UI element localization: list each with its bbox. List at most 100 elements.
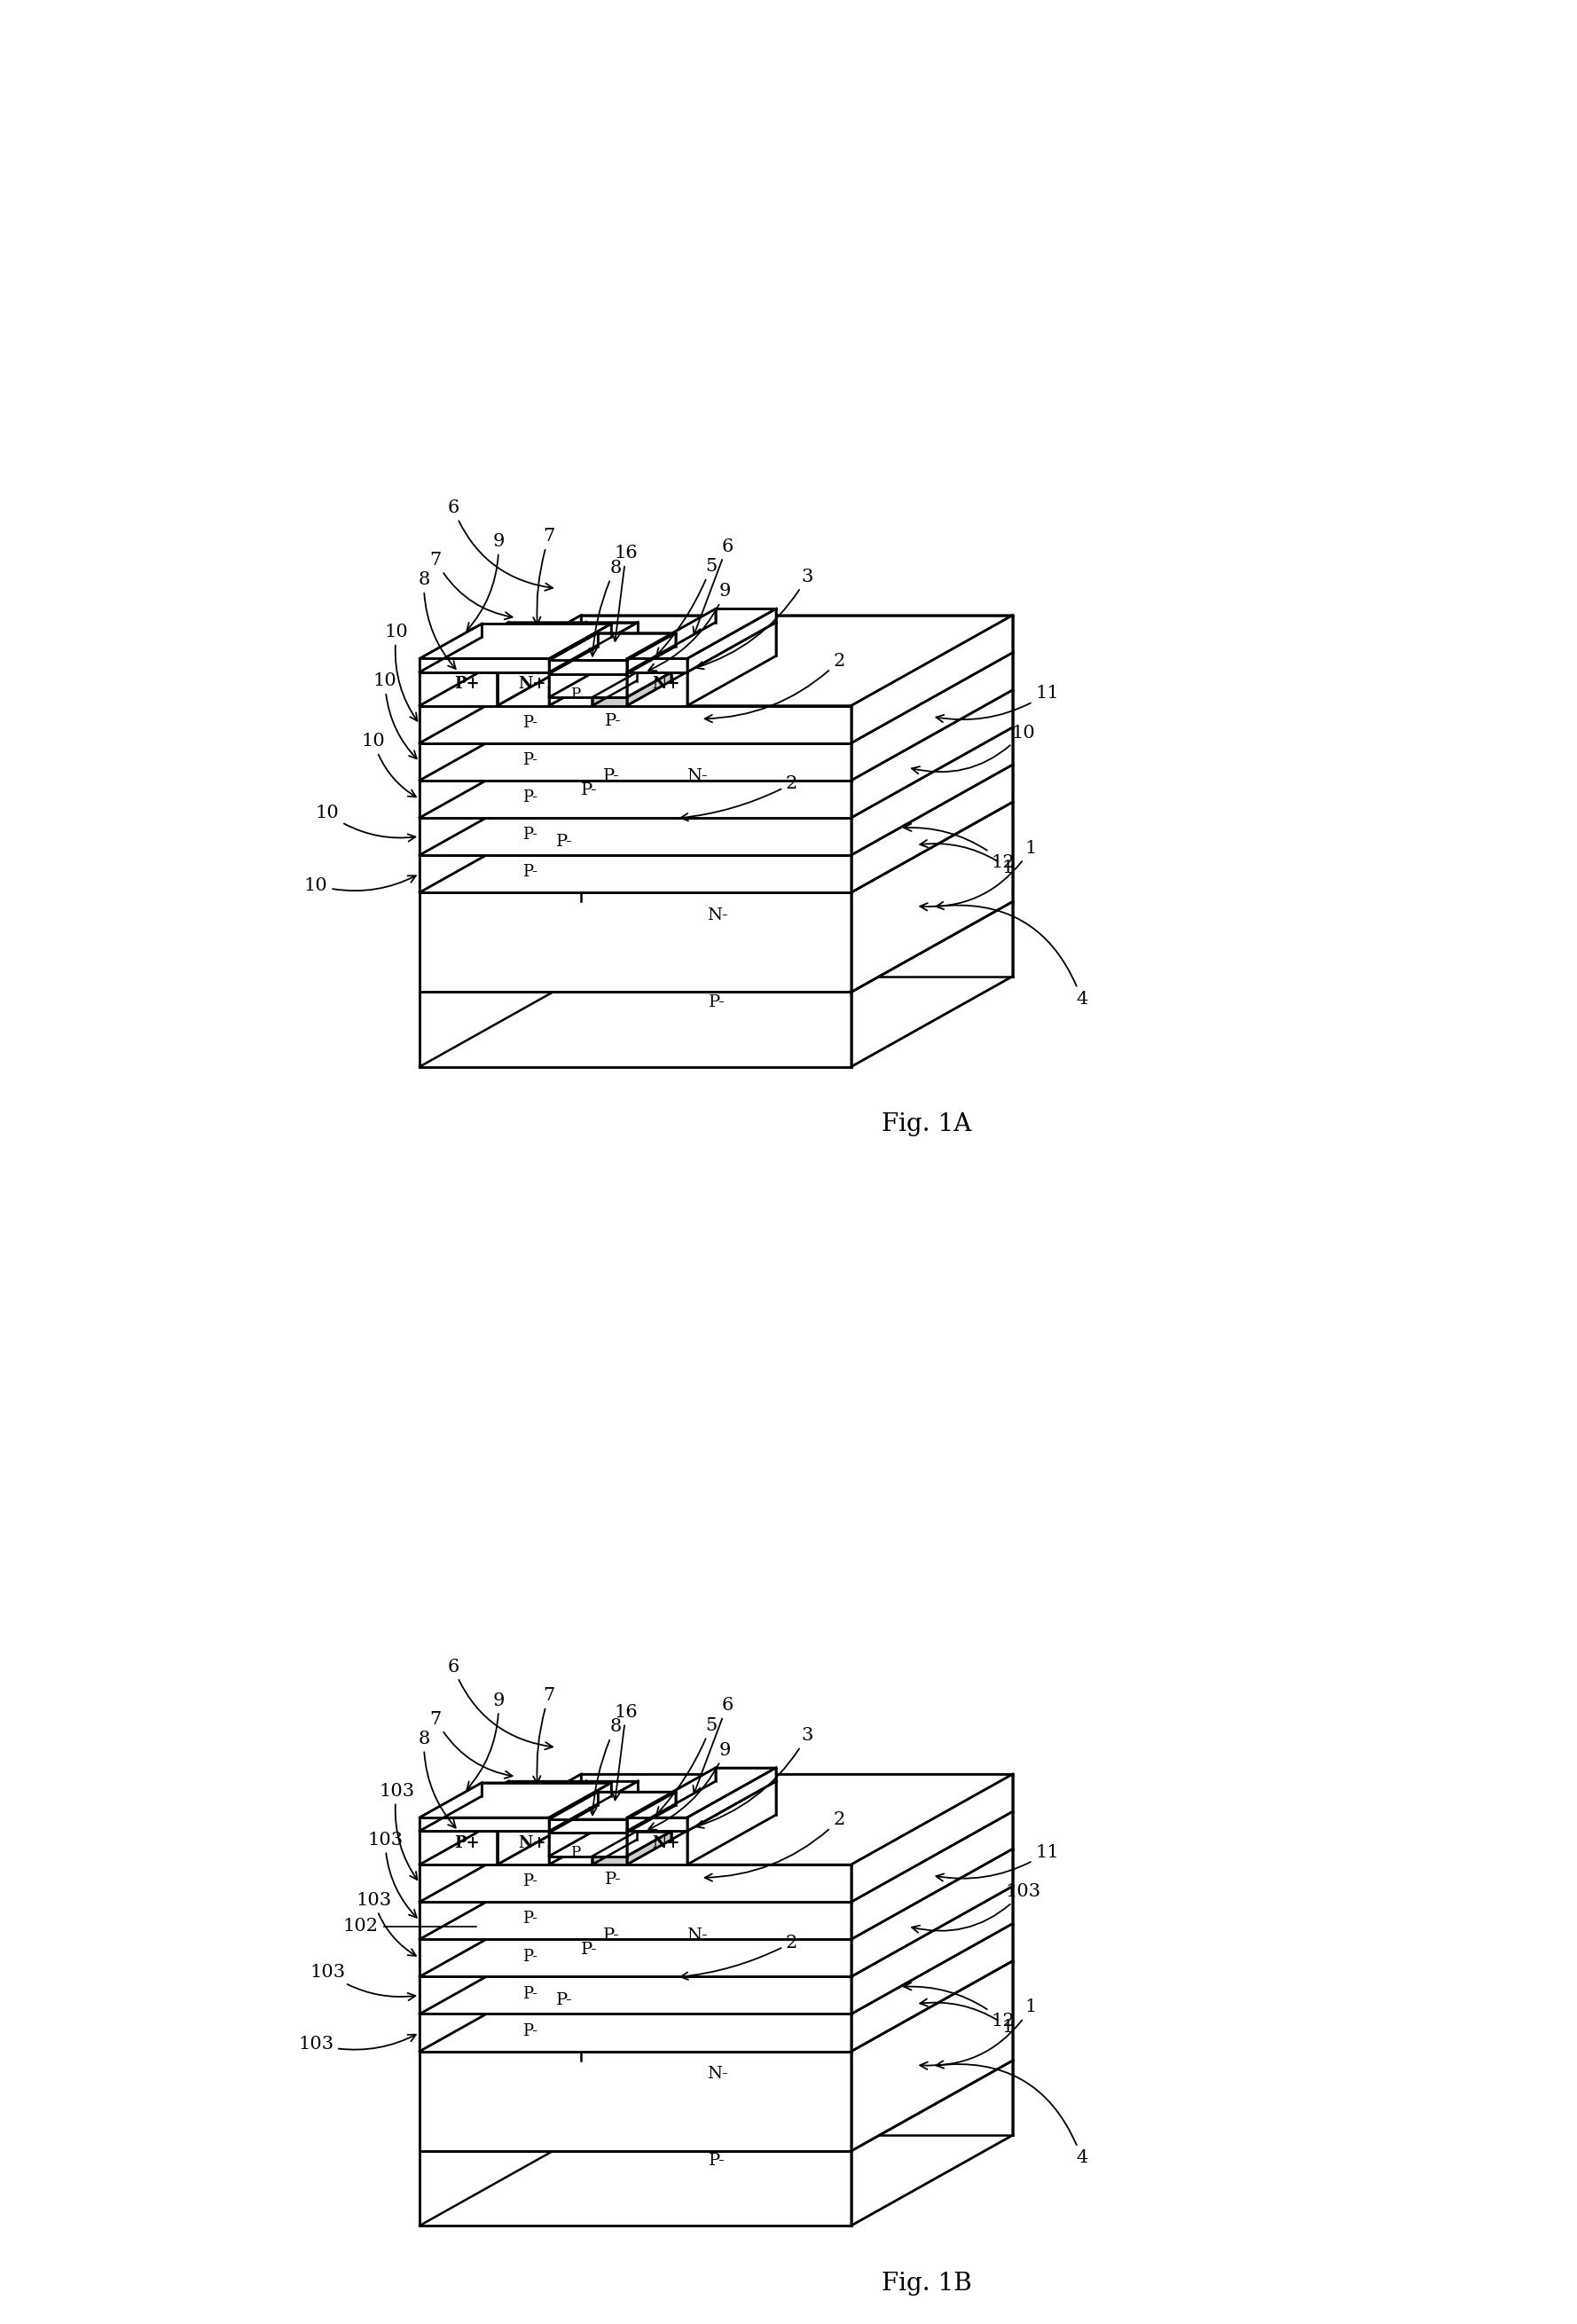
Text: 5: 5: [656, 1717, 718, 1815]
Text: 7: 7: [431, 1710, 513, 1778]
Polygon shape: [852, 1773, 1012, 1901]
Polygon shape: [852, 1850, 1012, 1978]
Text: N-: N-: [688, 769, 708, 786]
Text: 10: 10: [385, 623, 418, 720]
Text: P-: P-: [524, 790, 538, 806]
Polygon shape: [549, 653, 654, 688]
Polygon shape: [688, 1769, 776, 1831]
Polygon shape: [626, 623, 776, 672]
Polygon shape: [419, 1773, 1012, 1864]
Text: 11: 11: [937, 1843, 1060, 1880]
Polygon shape: [626, 1831, 672, 1864]
Text: P-: P-: [602, 769, 620, 786]
Polygon shape: [497, 1780, 587, 1864]
Polygon shape: [419, 1901, 852, 1938]
Polygon shape: [419, 1850, 1012, 1938]
Text: P-: P-: [524, 865, 538, 881]
Polygon shape: [626, 1769, 716, 1831]
Polygon shape: [852, 653, 1012, 781]
Text: 10: 10: [315, 804, 415, 841]
Text: 9: 9: [467, 532, 505, 630]
Polygon shape: [549, 688, 593, 706]
Polygon shape: [852, 902, 1012, 1067]
Text: 6: 6: [694, 1697, 733, 1794]
Text: 9: 9: [467, 1692, 505, 1789]
Polygon shape: [419, 765, 580, 892]
Polygon shape: [419, 1780, 508, 1864]
Polygon shape: [419, 623, 483, 672]
Polygon shape: [549, 1792, 675, 1820]
Polygon shape: [419, 653, 1012, 744]
Text: 1: 1: [919, 839, 1038, 911]
Polygon shape: [852, 727, 1012, 855]
Polygon shape: [419, 781, 852, 818]
Polygon shape: [549, 660, 626, 674]
Polygon shape: [419, 765, 1012, 855]
Polygon shape: [419, 623, 508, 706]
Text: P-: P-: [524, 1873, 538, 1889]
Polygon shape: [549, 1834, 626, 1857]
Polygon shape: [419, 1810, 580, 1938]
Polygon shape: [497, 623, 587, 706]
Text: 9: 9: [648, 1743, 732, 1829]
Polygon shape: [852, 2061, 1012, 2226]
Polygon shape: [626, 1780, 716, 1864]
Text: 3: 3: [695, 1727, 814, 1829]
Polygon shape: [419, 1810, 1012, 1901]
Text: N+: N+: [651, 1836, 680, 1850]
Polygon shape: [419, 2052, 852, 2152]
Text: Fig. 1B: Fig. 1B: [882, 2271, 971, 2296]
Polygon shape: [626, 1792, 675, 1834]
Polygon shape: [626, 1769, 776, 1817]
Polygon shape: [419, 1783, 483, 1831]
Text: N+: N+: [651, 676, 680, 693]
Polygon shape: [852, 1810, 1012, 1938]
Text: 4: 4: [937, 2061, 1088, 2166]
Text: 8: 8: [418, 572, 456, 669]
Polygon shape: [549, 644, 680, 674]
Polygon shape: [419, 1924, 580, 2052]
Polygon shape: [419, 1978, 852, 2015]
Polygon shape: [852, 690, 1012, 818]
Polygon shape: [419, 1850, 580, 1978]
Text: 103: 103: [912, 1882, 1041, 1934]
Text: 12: 12: [904, 823, 1016, 872]
Polygon shape: [593, 1810, 654, 1864]
Text: 103: 103: [356, 1892, 416, 1957]
Text: 5: 5: [656, 558, 718, 655]
Polygon shape: [593, 672, 637, 706]
Polygon shape: [549, 653, 612, 706]
Text: 10: 10: [374, 672, 416, 758]
Polygon shape: [419, 653, 580, 781]
Text: 9: 9: [648, 583, 732, 672]
Polygon shape: [419, 1831, 497, 1864]
Polygon shape: [593, 1857, 626, 1864]
Polygon shape: [419, 1887, 580, 2015]
Polygon shape: [419, 623, 587, 672]
Text: P-: P-: [580, 783, 598, 799]
Polygon shape: [626, 632, 675, 674]
Polygon shape: [593, 1831, 637, 1864]
Polygon shape: [626, 672, 688, 706]
Polygon shape: [419, 818, 852, 855]
Polygon shape: [419, 892, 852, 992]
Polygon shape: [688, 623, 776, 706]
Polygon shape: [549, 674, 626, 697]
Text: 12: 12: [904, 1982, 1016, 2029]
Text: 102: 102: [344, 1917, 378, 1936]
Text: 8: 8: [590, 1717, 621, 1815]
Text: 10: 10: [361, 732, 416, 797]
Text: 16: 16: [612, 544, 639, 641]
Polygon shape: [549, 1810, 654, 1845]
Text: 10: 10: [304, 876, 416, 895]
Polygon shape: [549, 644, 602, 697]
Polygon shape: [593, 672, 672, 697]
Polygon shape: [626, 644, 680, 697]
Polygon shape: [419, 727, 580, 855]
Text: P: P: [571, 686, 580, 702]
Polygon shape: [419, 658, 549, 672]
Text: 10: 10: [912, 725, 1035, 774]
Polygon shape: [419, 992, 852, 1067]
Polygon shape: [852, 802, 1012, 992]
Text: P-: P-: [557, 1992, 572, 2008]
